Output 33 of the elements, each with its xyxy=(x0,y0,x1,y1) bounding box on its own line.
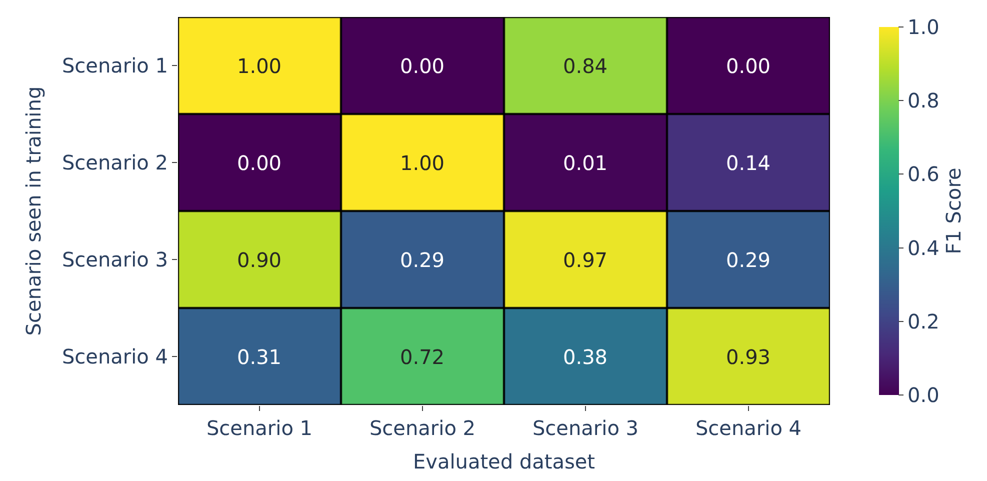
x-tick-label: Scenario 4 xyxy=(695,416,802,440)
color-bar-label: 0.2 xyxy=(908,309,940,334)
data-label: 0.00 xyxy=(726,54,771,78)
x-tick-label: Scenario 2 xyxy=(369,416,476,440)
y-tick-label: Scenario 4 xyxy=(62,344,168,368)
data-label: 0.00 xyxy=(400,54,445,78)
color-bar-label: 1.0 xyxy=(908,15,940,39)
color-bar-label: 0.8 xyxy=(908,88,940,113)
data-label: 0.97 xyxy=(563,248,608,272)
data-label: 0.01 xyxy=(563,151,608,175)
data-label: 0.31 xyxy=(237,345,282,369)
x-axis-title: Evaluated dataset xyxy=(412,450,596,474)
data-label: 0.14 xyxy=(726,151,771,175)
y-tick-label: Scenario 3 xyxy=(62,248,168,272)
color-bar-label: 0.4 xyxy=(908,236,940,260)
data-label: 0.84 xyxy=(563,54,608,78)
data-label: 0.90 xyxy=(237,248,282,272)
color-bar-label: 0.0 xyxy=(908,383,940,407)
data-label: 0.93 xyxy=(726,345,771,369)
data-label: 1.00 xyxy=(400,151,445,175)
y-axis-title: Scenario seen in training xyxy=(21,86,46,336)
data-label: 0.29 xyxy=(726,248,771,272)
color-bar-title: F1 Score xyxy=(941,168,966,254)
y-tick-label: Scenario 1 xyxy=(62,54,168,78)
data-label: 0.38 xyxy=(563,345,608,369)
color-bar-label: 0.6 xyxy=(908,162,940,186)
x-tick-label: Scenario 1 xyxy=(206,416,313,440)
x-tick-label: Scenario 3 xyxy=(532,416,639,440)
data-label: 0.00 xyxy=(237,151,282,175)
data-label: 0.29 xyxy=(400,248,445,272)
data-label: 1.00 xyxy=(237,54,282,78)
y-tick-label: Scenario 2 xyxy=(62,150,168,174)
data-label: 0.72 xyxy=(400,345,445,369)
